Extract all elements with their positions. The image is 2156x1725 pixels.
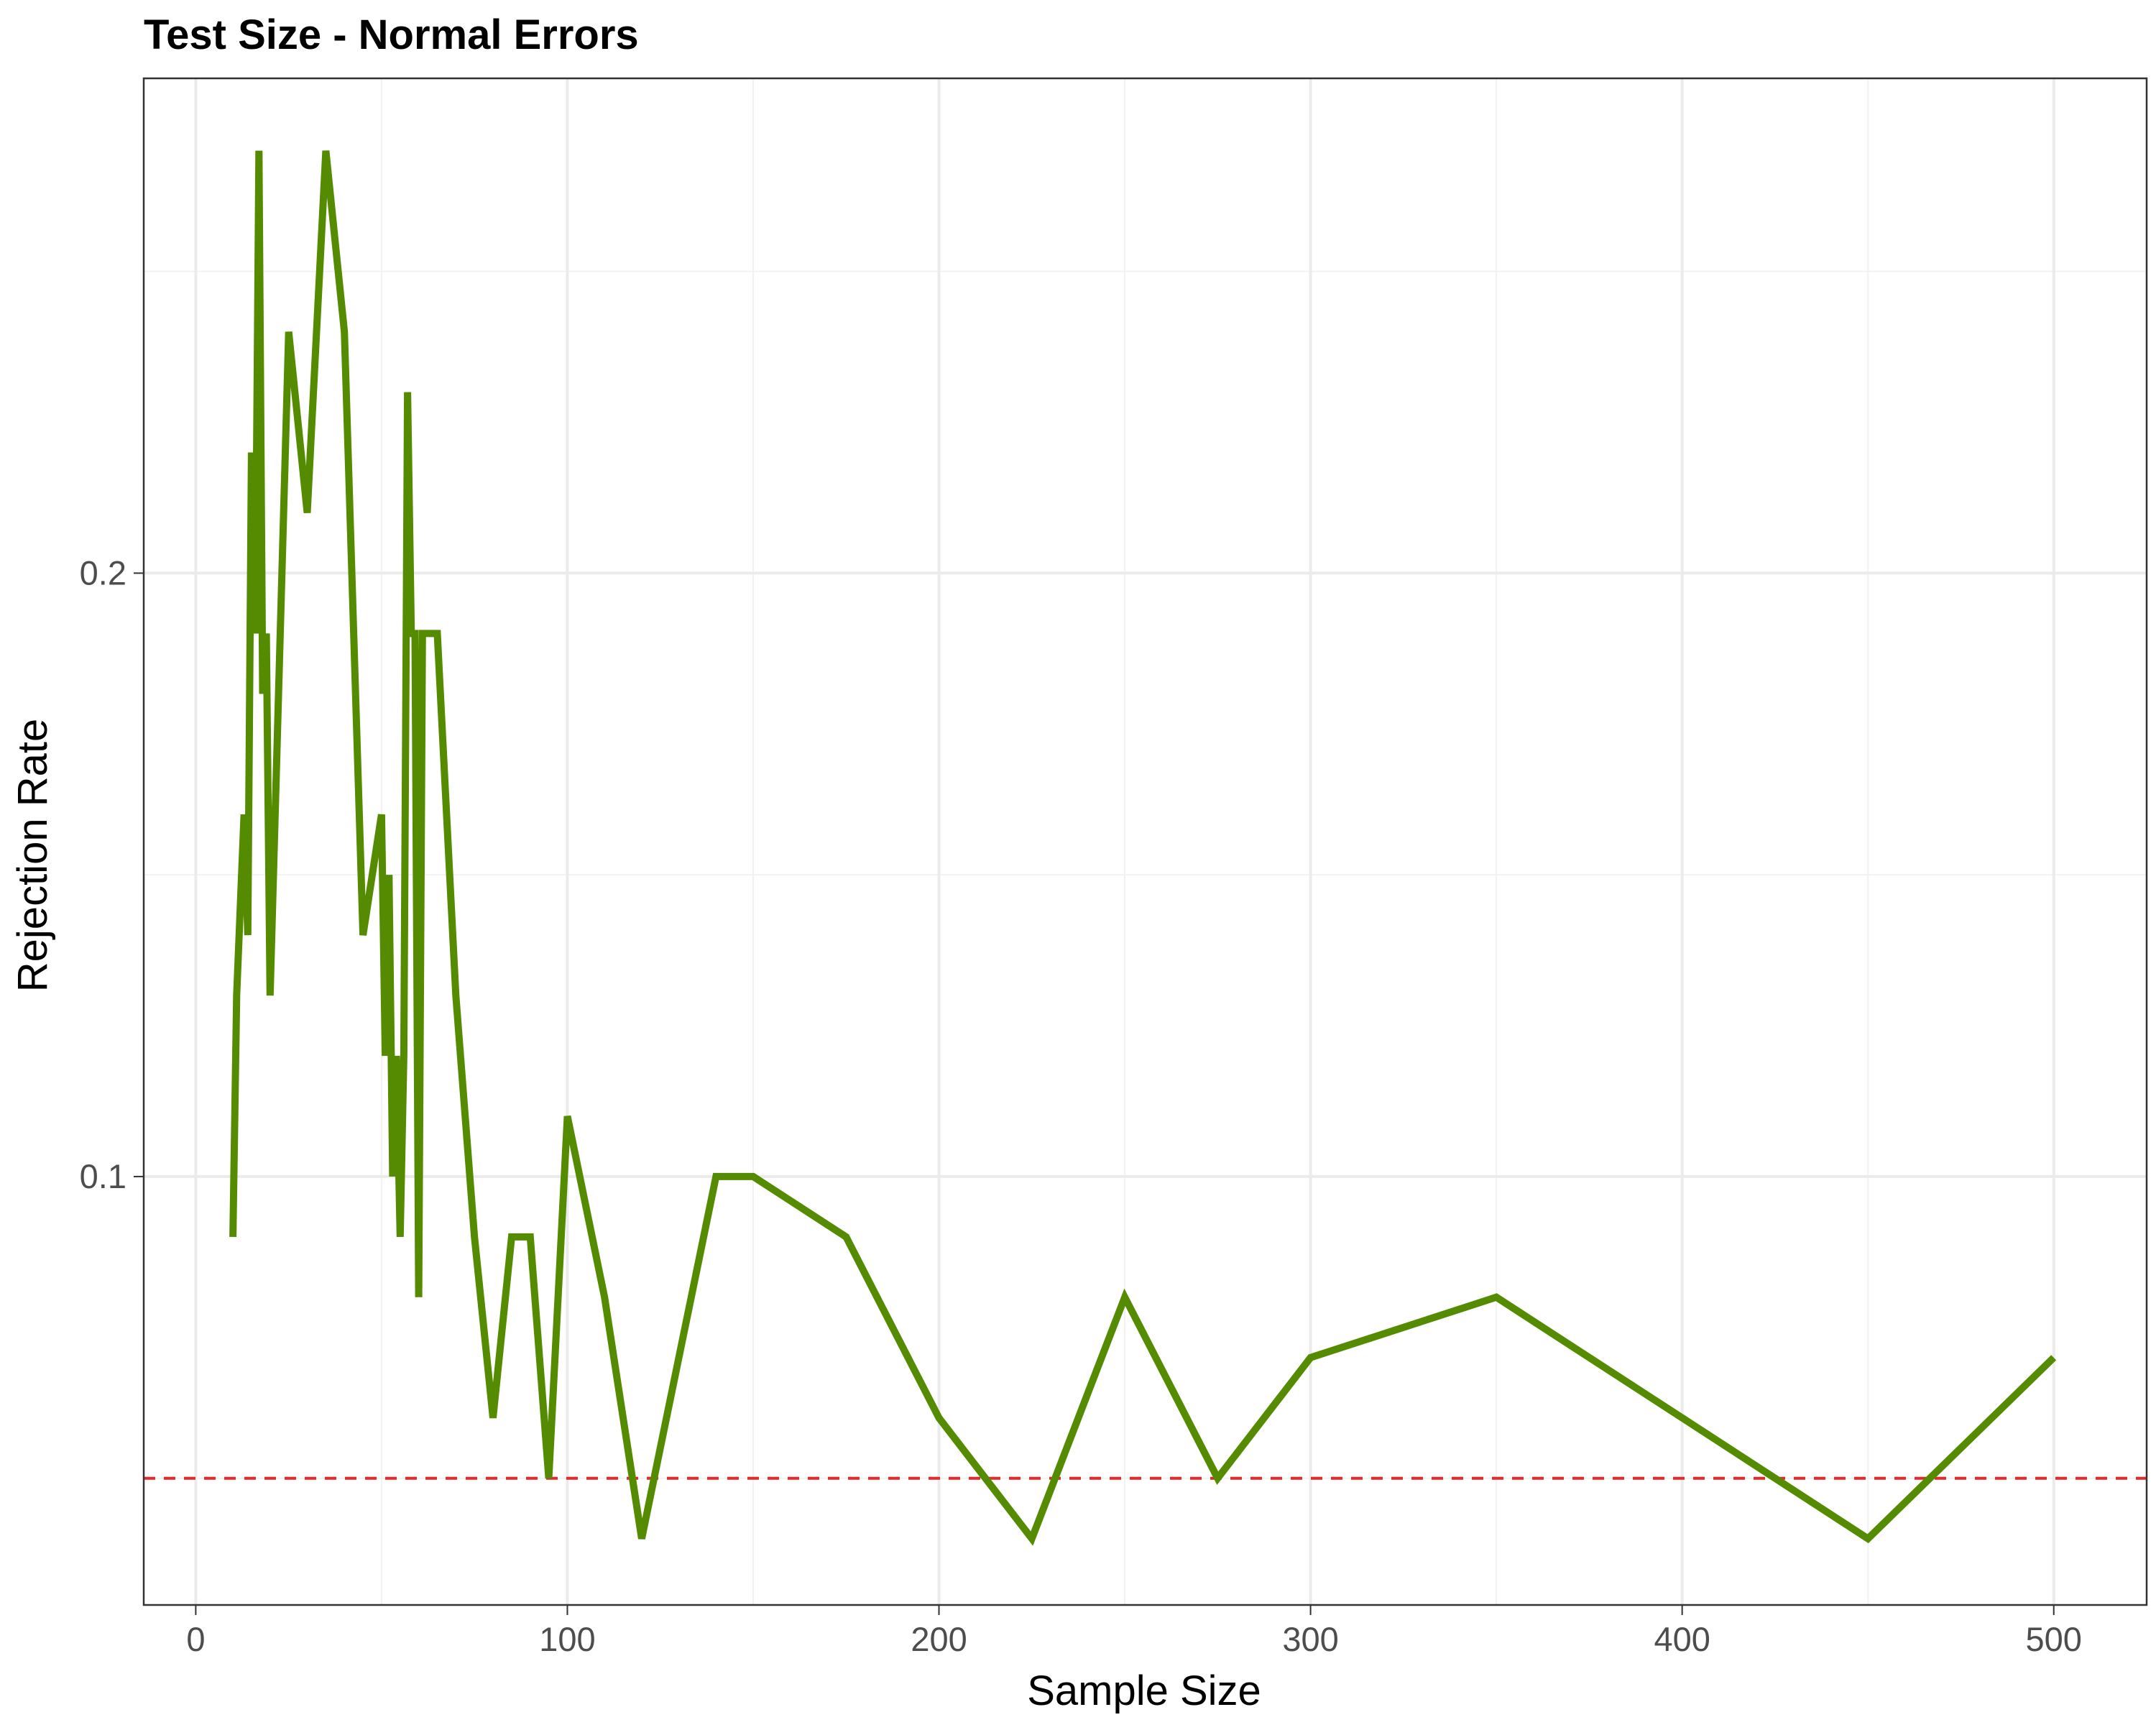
- x-tick-label: 300: [1282, 1620, 1338, 1658]
- x-tick-label: 100: [539, 1620, 595, 1658]
- y-axis: 0.1 0.2: [80, 553, 144, 1195]
- panel-border: [142, 77, 2148, 1606]
- series-line: [229, 150, 2057, 1546]
- chart-title: Test Size - Normal Errors: [144, 12, 639, 58]
- x-tick-label: 200: [911, 1620, 967, 1658]
- grid: [144, 78, 2147, 1605]
- x-tick-label: 400: [1654, 1620, 1710, 1658]
- x-axis: 0 100 200 300 400 500: [186, 1605, 2082, 1658]
- x-tick-label: 0: [186, 1620, 205, 1658]
- series-group: [229, 150, 2057, 1546]
- x-tick-label: 500: [2026, 1620, 2082, 1658]
- y-tick-label: 0.2: [80, 553, 126, 592]
- y-tick-label: 0.1: [80, 1157, 126, 1195]
- x-axis-title: Sample Size: [1027, 1668, 1261, 1714]
- y-axis-title: Rejection Rate: [9, 719, 56, 992]
